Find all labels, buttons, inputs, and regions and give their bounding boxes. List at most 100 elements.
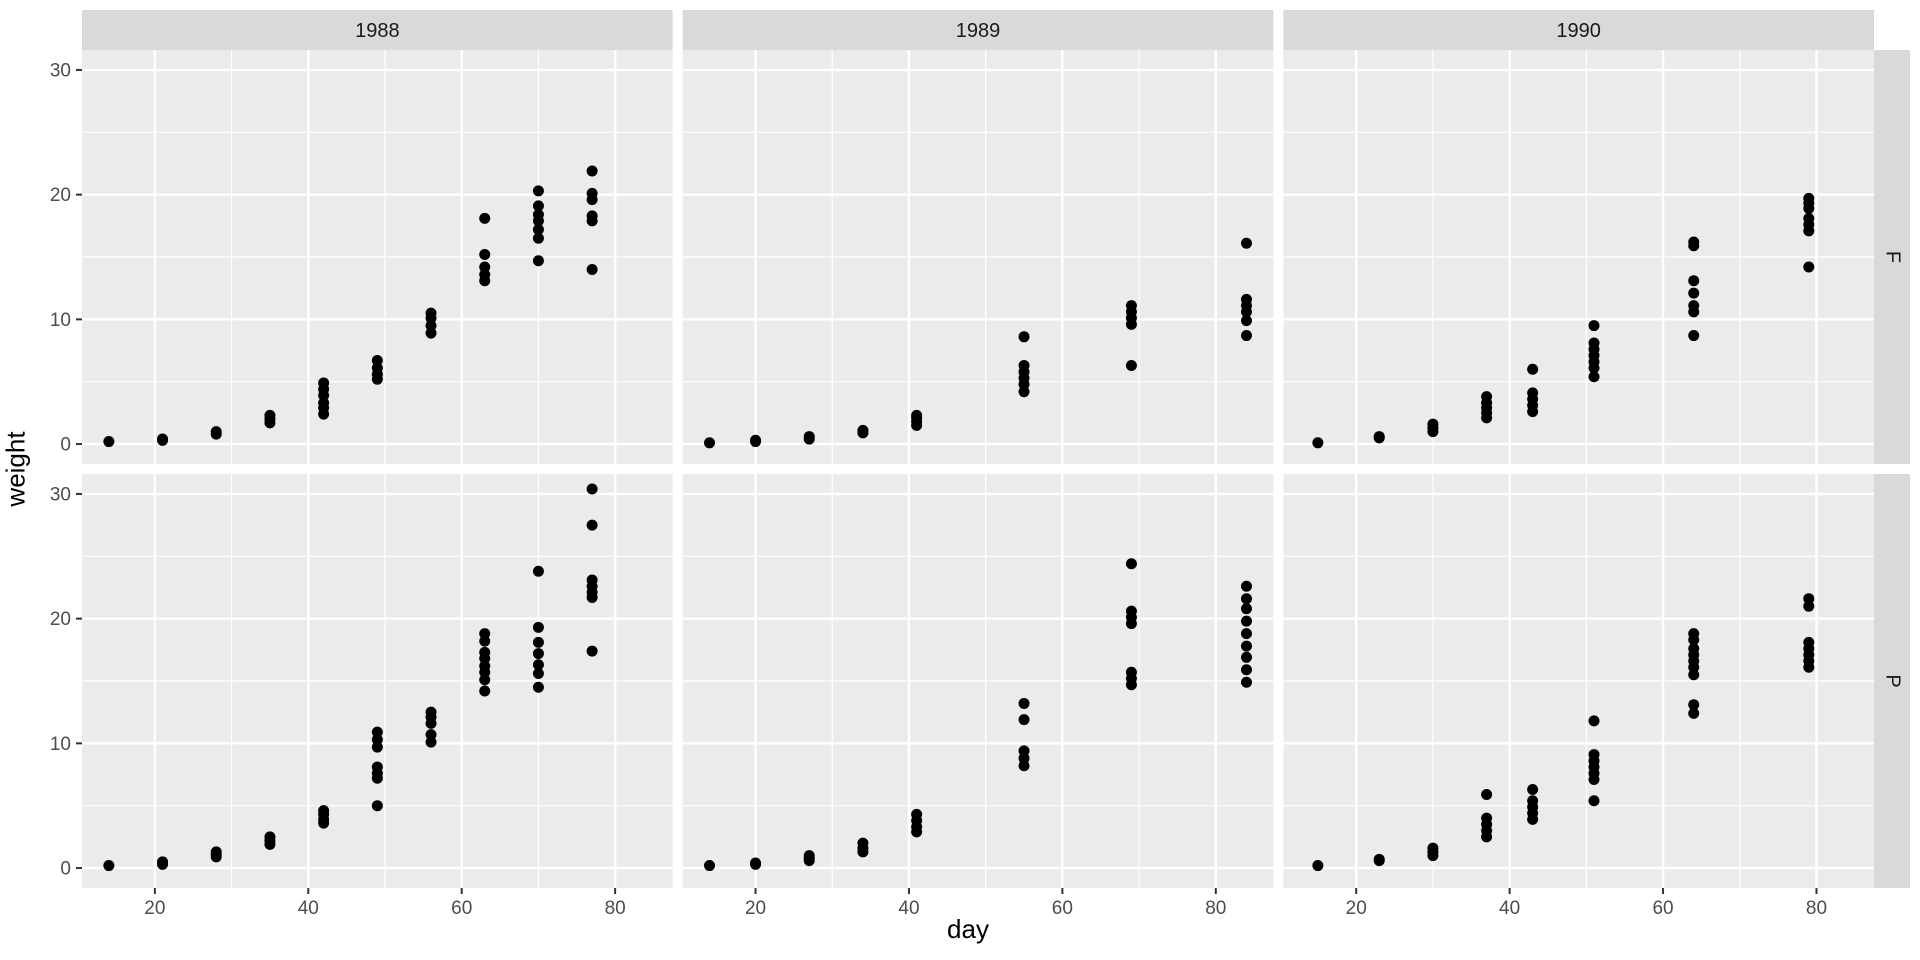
data-point [803, 850, 815, 862]
data-point [103, 860, 115, 872]
data-point [532, 659, 544, 671]
data-point [1427, 418, 1439, 430]
data-point [103, 436, 115, 448]
data-point [586, 574, 598, 586]
data-point [318, 377, 330, 389]
x-tick-label: 40 [898, 898, 919, 919]
data-point [479, 646, 491, 658]
facet-strip-top-label: 1989 [956, 20, 1001, 42]
data-point [750, 857, 762, 869]
x-tick-label: 40 [298, 898, 319, 919]
x-tick-label: 60 [1052, 898, 1073, 919]
data-point [1240, 640, 1252, 652]
data-point [318, 805, 330, 817]
panel-1990-F [1283, 50, 1875, 464]
data-point [1527, 783, 1539, 795]
facet-strip-right-F: F [1874, 50, 1910, 464]
data-point [1125, 605, 1137, 617]
data-point [532, 621, 544, 633]
data-point [210, 846, 222, 858]
data-point [1240, 293, 1252, 305]
data-point [1688, 643, 1700, 655]
data-point [1125, 359, 1137, 371]
data-point [1688, 300, 1700, 312]
data-point [586, 263, 598, 275]
data-point [532, 224, 544, 236]
data-point [1588, 371, 1600, 383]
data-point [1240, 580, 1252, 592]
y-axis-title: weight [0, 431, 31, 507]
data-point [1803, 261, 1815, 273]
data-point [1373, 431, 1385, 443]
data-point [479, 628, 491, 640]
data-point [371, 355, 383, 366]
data-point [1240, 615, 1252, 627]
data-point [803, 431, 815, 443]
data-point [1240, 593, 1252, 605]
y-tick-label: 30 [50, 60, 71, 81]
data-point [750, 434, 762, 446]
facet-strip-right-P: P [1874, 474, 1910, 888]
panel-1988-P [82, 474, 673, 888]
data-point [1588, 715, 1600, 727]
x-tick-label: 20 [745, 898, 766, 919]
facet-strip-top-label: 1988 [355, 20, 400, 42]
data-point [1803, 636, 1815, 648]
data-point [479, 249, 491, 261]
data-point [911, 409, 923, 421]
x-tick-label: 60 [451, 898, 472, 919]
data-point [157, 433, 169, 445]
data-point [1803, 593, 1815, 605]
data-point [532, 681, 544, 693]
data-point [1240, 603, 1252, 615]
data-point [1125, 300, 1137, 312]
y-tick-label: 10 [50, 310, 71, 331]
data-point [1527, 795, 1539, 807]
panel-1989-F [682, 50, 1274, 464]
y-tick-label: 20 [50, 609, 71, 630]
data-point [1240, 651, 1252, 663]
data-point [704, 860, 716, 872]
data-point [1018, 697, 1030, 709]
data-point [1588, 795, 1600, 807]
data-point [1588, 320, 1600, 332]
facet-strip-top-1988: 1988 [82, 10, 673, 50]
data-point [425, 729, 437, 741]
panel-1990-P [1283, 474, 1875, 888]
data-point [1240, 315, 1252, 327]
data-point [1688, 628, 1700, 640]
data-point [264, 831, 276, 843]
data-point [1240, 676, 1252, 688]
data-point [425, 307, 437, 319]
data-point [911, 808, 923, 820]
data-point [1125, 558, 1137, 570]
data-point [1688, 275, 1700, 287]
data-point [1240, 628, 1252, 640]
x-tick-label: 80 [1205, 898, 1226, 919]
x-tick-label: 20 [144, 898, 165, 919]
data-point [210, 426, 222, 438]
data-point [1803, 212, 1815, 224]
data-point [532, 209, 544, 221]
data-point [704, 437, 716, 449]
x-tick-label: 80 [605, 898, 626, 919]
data-point [1688, 236, 1700, 248]
data-point [1688, 330, 1700, 342]
data-point [371, 726, 383, 738]
data-point [1481, 788, 1493, 800]
data-point [1018, 714, 1030, 726]
data-point [532, 636, 544, 648]
data-point [1527, 387, 1539, 399]
data-point [1125, 666, 1137, 678]
data-point [371, 800, 383, 812]
data-point [1427, 842, 1439, 854]
data-point [1312, 437, 1324, 449]
data-point [1018, 331, 1030, 343]
data-point [857, 837, 869, 849]
data-point [1373, 853, 1385, 865]
x-tick-label: 60 [1652, 898, 1673, 919]
data-point [586, 645, 598, 657]
data-point [264, 409, 276, 421]
facet-strip-right-label: P [1882, 674, 1904, 687]
